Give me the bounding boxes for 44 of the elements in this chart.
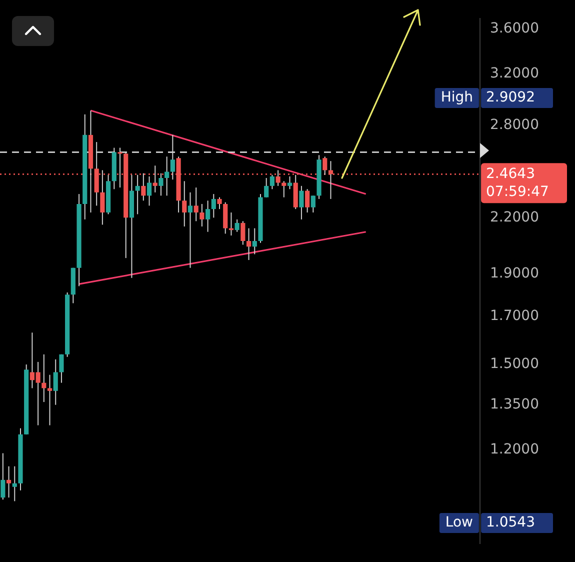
y-tick-label: 1.2000 <box>490 442 539 458</box>
y-tick-label: 2.8000 <box>490 116 539 133</box>
text: 07:59:47 <box>486 184 549 200</box>
y-tick-label: 1.3500 <box>490 396 539 412</box>
candlestick <box>12 466 17 502</box>
annotation: High <box>440 90 474 106</box>
candlestick <box>164 156 170 196</box>
candlestick <box>146 176 152 206</box>
candlestick <box>6 466 12 498</box>
annotation: Low <box>445 514 474 531</box>
candlestick <box>217 196 222 210</box>
candlestick <box>188 192 193 268</box>
candlestick <box>59 354 64 384</box>
candlestick <box>240 220 246 246</box>
candlestick <box>252 228 257 255</box>
y-tick-label: 1.9000 <box>490 266 539 282</box>
y-tick-label: 3.2000 <box>490 66 539 82</box>
text: 2.9092 <box>486 90 535 106</box>
candlestick <box>211 194 216 218</box>
candlestick <box>158 172 164 196</box>
candlestick <box>42 354 46 403</box>
candlestick <box>305 188 310 213</box>
y-tick-label: 2.2000 <box>490 209 539 226</box>
candlestick <box>287 176 292 190</box>
candlestick <box>135 174 140 215</box>
candlestick <box>47 374 52 426</box>
candlestick <box>0 452 6 500</box>
candlestick <box>310 195 316 213</box>
candlestick <box>234 218 240 232</box>
candlestick <box>206 200 210 232</box>
y-tick-label: 3.6000 <box>490 20 539 37</box>
candlestick <box>182 180 187 227</box>
candlestick <box>264 177 269 198</box>
text: 1.0543 <box>486 514 535 531</box>
ref-line-label: 2.4643 <box>486 166 535 182</box>
candlestick <box>299 185 304 220</box>
y-tick-label: 1.7000 <box>490 308 539 324</box>
candlestick <box>200 203 204 227</box>
candlestick <box>282 180 286 198</box>
candlestick <box>53 358 58 406</box>
candlestick <box>194 187 198 222</box>
candlestick <box>270 174 274 190</box>
y-tick-label: 1.5000 <box>490 356 539 372</box>
candlestick <box>246 228 252 260</box>
